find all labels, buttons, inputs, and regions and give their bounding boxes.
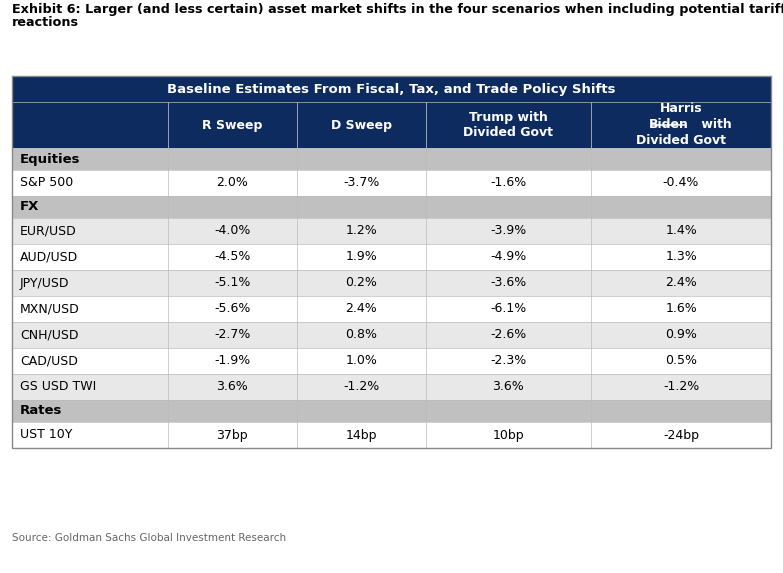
Text: CNH/USD: CNH/USD <box>20 328 78 342</box>
Text: 1.6%: 1.6% <box>666 303 697 316</box>
Text: 1.4%: 1.4% <box>666 225 697 237</box>
Text: Biden: Biden <box>649 119 689 131</box>
Text: 0.2%: 0.2% <box>345 277 377 289</box>
Text: 3.6%: 3.6% <box>216 380 248 394</box>
Bar <box>297 102 426 148</box>
Text: FX: FX <box>20 201 39 214</box>
Text: 3.6%: 3.6% <box>493 380 525 394</box>
Text: 10bp: 10bp <box>493 429 524 442</box>
Text: 2.4%: 2.4% <box>345 303 377 316</box>
Text: Trump with: Trump with <box>469 111 548 124</box>
Text: AUD/USD: AUD/USD <box>20 250 78 264</box>
Text: GS USD TWI: GS USD TWI <box>20 380 96 394</box>
Text: UST 10Y: UST 10Y <box>20 429 72 442</box>
Bar <box>12 170 771 196</box>
Text: -5.1%: -5.1% <box>214 277 251 289</box>
Text: MXN/USD: MXN/USD <box>20 303 80 316</box>
Text: -2.7%: -2.7% <box>214 328 251 342</box>
Text: -2.6%: -2.6% <box>490 328 526 342</box>
Text: -5.6%: -5.6% <box>214 303 251 316</box>
Text: Baseline Estimates From Fiscal, Tax, and Trade Policy Shifts: Baseline Estimates From Fiscal, Tax, and… <box>168 83 615 96</box>
Bar <box>426 102 591 148</box>
Text: Divided Govt: Divided Govt <box>636 135 726 147</box>
Text: -1.2%: -1.2% <box>663 380 699 394</box>
Text: Source: Goldman Sachs Global Investment Research: Source: Goldman Sachs Global Investment … <box>12 533 286 543</box>
Text: -4.9%: -4.9% <box>490 250 526 264</box>
Text: 0.8%: 0.8% <box>345 328 377 342</box>
Text: 0.5%: 0.5% <box>665 355 697 367</box>
Bar <box>12 422 771 448</box>
Text: Divided Govt: Divided Govt <box>464 127 554 139</box>
Text: 1.0%: 1.0% <box>345 355 377 367</box>
Text: reactions: reactions <box>12 16 79 29</box>
Text: 1.9%: 1.9% <box>345 250 377 264</box>
Text: Harris: Harris <box>660 103 702 116</box>
Text: 2.0%: 2.0% <box>216 176 248 190</box>
Bar <box>12 374 771 400</box>
Text: 14bp: 14bp <box>345 429 377 442</box>
Bar <box>12 348 771 374</box>
Text: Rates: Rates <box>20 405 63 418</box>
Bar <box>12 196 771 218</box>
Text: S&P 500: S&P 500 <box>20 176 74 190</box>
Text: -24bp: -24bp <box>663 429 699 442</box>
Text: 1.2%: 1.2% <box>345 225 377 237</box>
Text: -3.6%: -3.6% <box>490 277 526 289</box>
Bar <box>12 218 771 244</box>
Bar <box>12 76 771 102</box>
Text: Exhibit 6: Larger (and less certain) asset market shifts in the four scenarios w: Exhibit 6: Larger (and less certain) ass… <box>12 3 783 16</box>
Text: with: with <box>697 119 732 131</box>
Text: -3.7%: -3.7% <box>343 176 379 190</box>
Text: 0.9%: 0.9% <box>665 328 697 342</box>
Bar <box>591 102 771 148</box>
Bar <box>12 322 771 348</box>
Text: -1.6%: -1.6% <box>490 176 526 190</box>
Text: -4.0%: -4.0% <box>214 225 251 237</box>
Text: Equities: Equities <box>20 152 81 166</box>
Text: -4.5%: -4.5% <box>214 250 251 264</box>
Text: -0.4%: -0.4% <box>663 176 699 190</box>
Bar <box>12 76 771 448</box>
Bar <box>12 270 771 296</box>
Bar <box>12 102 168 148</box>
Text: JPY/USD: JPY/USD <box>20 277 70 289</box>
Text: 2.4%: 2.4% <box>666 277 697 289</box>
Text: R Sweep: R Sweep <box>202 119 262 131</box>
Text: CAD/USD: CAD/USD <box>20 355 78 367</box>
Bar <box>12 400 771 422</box>
Text: -1.2%: -1.2% <box>343 380 379 394</box>
Text: D Sweep: D Sweep <box>330 119 392 131</box>
Text: EUR/USD: EUR/USD <box>20 225 77 237</box>
Bar <box>12 244 771 270</box>
Text: 37bp: 37bp <box>216 429 248 442</box>
Text: -6.1%: -6.1% <box>490 303 526 316</box>
Bar <box>12 148 771 170</box>
Text: -2.3%: -2.3% <box>490 355 526 367</box>
Text: -3.9%: -3.9% <box>490 225 526 237</box>
Bar <box>12 296 771 322</box>
Text: 1.3%: 1.3% <box>666 250 697 264</box>
Bar <box>168 102 297 148</box>
Text: -1.9%: -1.9% <box>214 355 251 367</box>
